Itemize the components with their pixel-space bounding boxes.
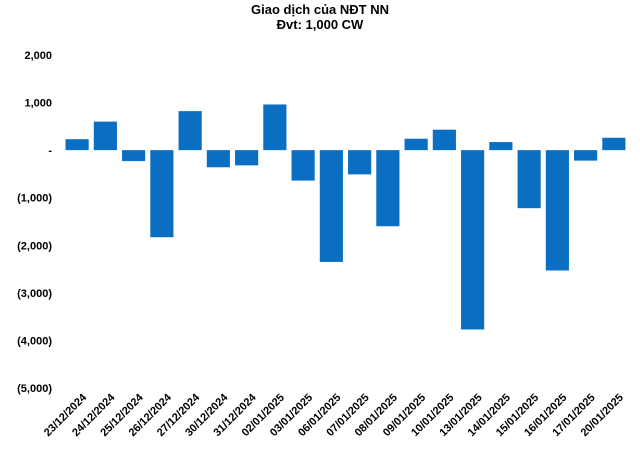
y-tick-label: (1,000) — [17, 193, 52, 205]
y-tick-label: 1,000 — [24, 98, 52, 110]
bar — [432, 129, 456, 151]
bar — [545, 150, 569, 271]
chart-subtitle: Đvt: 1,000 CW — [276, 17, 364, 32]
bar — [348, 150, 372, 175]
bar — [489, 142, 513, 151]
bar — [178, 111, 202, 151]
y-tick-label: (2,000) — [17, 240, 52, 252]
y-axis: 2,000 1,000 - (1,000) (2,000) (3,000) (4,000) (… — [17, 50, 52, 395]
bar — [263, 104, 287, 151]
bar — [65, 139, 89, 151]
bars-group — [65, 104, 626, 330]
y-tick-label: (5,000) — [17, 383, 52, 395]
bar — [150, 150, 174, 238]
bar — [404, 138, 428, 151]
bar — [291, 150, 315, 181]
bar — [461, 150, 485, 330]
y-tick-label: 2,000 — [24, 50, 52, 62]
bar — [517, 150, 541, 209]
bar — [602, 137, 626, 151]
y-tick-label: (3,000) — [17, 288, 52, 300]
chart-title: Giao dịch của NĐT NN — [251, 2, 389, 17]
bar — [319, 150, 343, 262]
bar — [235, 150, 259, 166]
y-tick-label: (4,000) — [17, 335, 52, 347]
bar — [206, 150, 230, 168]
y-tick-label: - — [48, 145, 52, 157]
bar — [574, 150, 598, 161]
bar — [93, 121, 117, 151]
x-axis: 23/12/202424/12/202425/12/202426/12/2024… — [42, 391, 626, 439]
bar — [122, 150, 146, 162]
bar — [376, 150, 400, 227]
